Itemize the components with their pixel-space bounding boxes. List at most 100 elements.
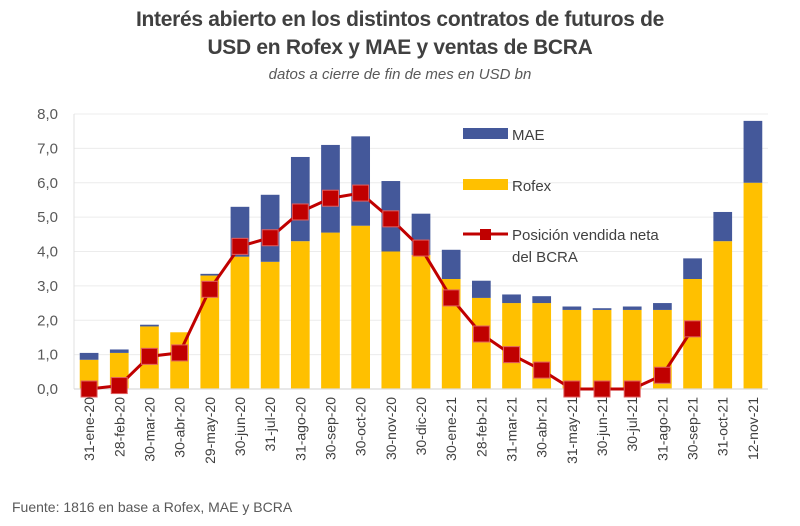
bar-rofex [321,232,340,389]
bar-rofex [381,251,401,389]
bcra-point [201,280,219,298]
bcra-point [593,380,611,398]
x-tick-label: 31-oct-21 [715,397,731,456]
x-tick-label: 30-jun-20 [232,397,248,456]
bar-rofex [502,303,521,389]
bcra-point [110,377,128,395]
bar-rofex [200,275,220,389]
bar-mae [653,303,672,310]
bcra-line [80,184,702,398]
y-tick-label: 2,0 [37,312,58,329]
x-tick-label: 30-jul-21 [624,397,640,452]
x-tick-label: 30-oct-20 [353,397,369,456]
y-tick-label: 5,0 [37,209,58,226]
bar-mae [351,136,371,226]
y-tick-label: 4,0 [37,244,58,261]
bcra-point [352,184,370,202]
x-tick-label: 31-jul-20 [262,397,278,452]
legend-label-rofex: Rofex [512,178,552,195]
legend-label-bcra-line-2: del BCRA [512,249,578,266]
x-tick-label: 12-nov-21 [745,397,761,460]
x-tick-label: 31-ene-20 [81,397,97,461]
bcra-point [382,210,400,228]
bcra-point [653,366,671,384]
bcra-point [171,344,189,362]
bar-mae [743,120,763,183]
y-tick-label: 0,0 [37,381,58,398]
x-tick-label: 31-mar-21 [504,397,520,462]
bar-mae [200,273,220,276]
x-tick-label: 30-abr-20 [172,397,188,458]
y-tick-label: 8,0 [37,106,58,123]
x-tick-label: 30-sep-20 [322,397,338,460]
bar-mae [562,306,582,310]
legend: MAE Rofex Posición vendida neta del BCRA [463,127,659,266]
y-tick-label: 1,0 [37,347,58,364]
bar-mae [260,194,280,262]
bcra-point [231,237,249,255]
bar-rofex [260,261,280,389]
bar-rofex [230,256,250,389]
x-tick-label: 28-feb-21 [473,397,489,457]
bar-rofex [743,182,763,389]
bar-rofex [592,309,612,389]
x-tick-label: 30-ene-21 [443,397,459,461]
legend-label-mae: MAE [512,127,545,144]
x-tick-label: 31-ago-20 [292,397,308,461]
bar-mae [109,349,129,353]
bcra-point [533,361,551,379]
x-tick-label: 29-may-20 [202,397,218,464]
x-tick-label: 28-feb-20 [111,397,127,457]
y-tick-label: 6,0 [37,175,58,192]
chart-subtitle: datos a cierre de fin de mes en USD bn [268,66,532,83]
bcra-point [563,380,581,398]
legend-swatch-mae [463,128,508,139]
bcra-point [442,289,460,307]
bcra-point [321,189,339,207]
y-tick-label: 7,0 [37,140,58,157]
bcra-point [623,380,641,398]
bcra-point [291,203,309,221]
bar-rofex [471,297,491,389]
bar-mae [502,294,521,304]
bar-rofex [622,309,642,389]
bar-rofex [713,241,733,389]
x-tick-label: 30-sep-21 [685,397,701,460]
legend-label-bcra-line-1: Posición vendida neta [512,227,659,244]
bcra-point [412,239,430,257]
bar-mae [622,306,642,310]
bar-mae [683,258,702,279]
x-tick-label: 31-may-21 [564,397,580,464]
bar-rofex [351,225,371,389]
bcra-point [472,325,490,343]
x-tick-label: 30-dic-20 [413,397,429,456]
x-axis: 31-ene-20 28-feb-20 30-mar-20 30-abr-20 29-m… [81,397,761,464]
chart-title-line-2: USD en Rofex y MAE y ventas de BCRA [207,36,593,59]
x-tick-label: 30-mar-20 [141,397,157,462]
chart-title-line-1: Interés abierto en los distintos contrat… [135,8,665,31]
x-tick-label: 30-nov-20 [383,397,399,460]
bar-mae [532,296,552,304]
x-tick-label: 30-jun-21 [594,397,610,456]
bar-mae [79,352,99,360]
bcra-point [80,380,98,398]
y-tick-label: 3,0 [37,278,58,295]
bar-mae [441,249,461,279]
bar-rofex [441,279,461,389]
bar-mae [471,280,491,298]
bar-mae [713,211,733,242]
bcra-point [261,229,279,247]
legend-swatch-rofex [463,179,508,190]
bar-mae [321,144,340,233]
bar-rofex [562,309,582,389]
bcra-point [503,346,521,364]
bcra-point [140,347,158,365]
bar-rofex [411,254,431,389]
bcra-point [684,320,702,338]
bar-mae [140,324,159,327]
bars [74,120,768,390]
x-tick-label: 30-abr-21 [534,397,550,458]
legend-swatch-bcra-marker [480,229,491,240]
bar-mae [290,156,310,242]
